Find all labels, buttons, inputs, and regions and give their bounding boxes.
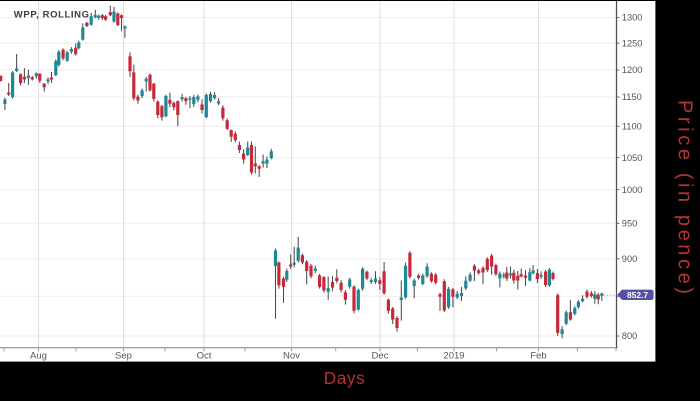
svg-text:950: 950 [622, 219, 638, 229]
svg-text:1200: 1200 [622, 65, 643, 75]
svg-text:Sep: Sep [115, 351, 132, 362]
svg-text:1150: 1150 [622, 92, 642, 102]
svg-text:Days: Days [324, 368, 366, 388]
svg-text:900: 900 [622, 254, 638, 264]
svg-text:1000: 1000 [622, 185, 643, 195]
svg-text:800: 800 [622, 331, 638, 341]
svg-text:WPP, ROLLING: WPP, ROLLING [14, 9, 90, 20]
svg-text:Oct: Oct [197, 351, 212, 362]
svg-text:852.7: 852.7 [627, 290, 648, 300]
svg-text:Aug: Aug [30, 351, 47, 362]
svg-text:2019: 2019 [443, 351, 464, 362]
svg-text:Feb: Feb [530, 351, 546, 362]
svg-text:1100: 1100 [622, 122, 642, 132]
svg-text:Nov: Nov [283, 351, 300, 362]
svg-text:Dec: Dec [372, 351, 389, 362]
svg-text:1250: 1250 [622, 38, 643, 48]
svg-text:Price (in pence): Price (in pence) [673, 100, 695, 294]
svg-text:1050: 1050 [622, 153, 643, 163]
svg-text:1300: 1300 [622, 13, 643, 23]
